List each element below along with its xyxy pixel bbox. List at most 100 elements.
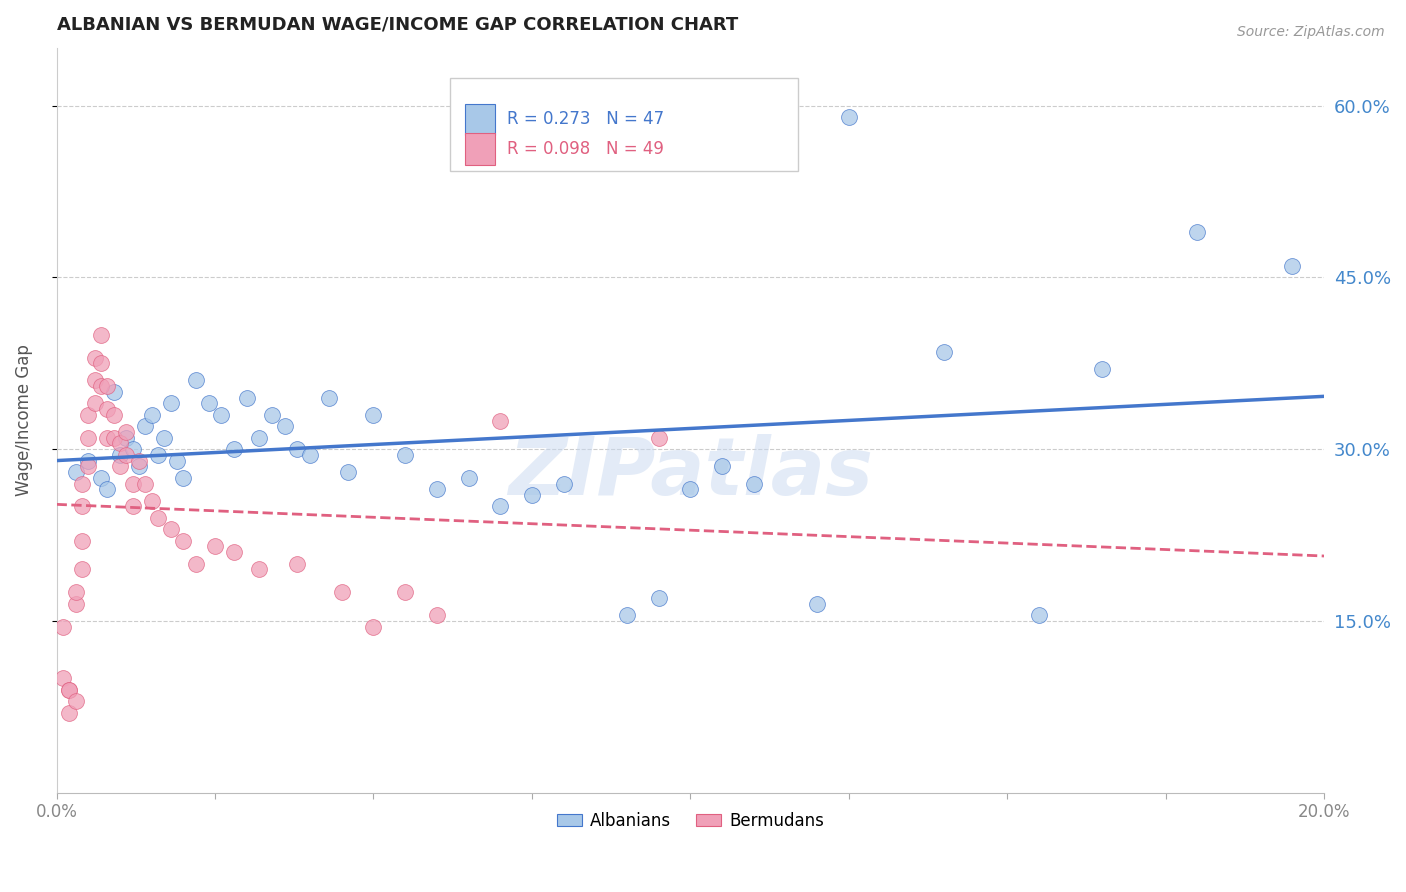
Point	[1281, 259, 1303, 273]
Point	[58, 682, 80, 697]
Point	[103, 431, 125, 445]
Text: Source: ZipAtlas.com: Source: ZipAtlas.com	[1237, 25, 1385, 39]
Point	[222, 545, 245, 559]
Point	[838, 110, 860, 124]
Point	[287, 557, 309, 571]
Point	[679, 482, 702, 496]
Point	[58, 706, 80, 720]
Point	[103, 384, 125, 399]
Point	[553, 476, 575, 491]
Point	[121, 476, 143, 491]
Point	[457, 471, 479, 485]
Text: R = 0.098   N = 49: R = 0.098 N = 49	[506, 140, 664, 158]
Point	[249, 562, 271, 576]
Point	[115, 425, 138, 439]
Point	[249, 431, 271, 445]
Point	[159, 396, 181, 410]
Point	[337, 465, 360, 479]
Point	[299, 448, 322, 462]
Point	[58, 682, 80, 697]
Point	[172, 533, 194, 548]
Point	[52, 671, 75, 685]
Point	[153, 431, 176, 445]
Point	[806, 597, 828, 611]
FancyBboxPatch shape	[465, 103, 495, 135]
Point	[159, 522, 181, 536]
Point	[318, 391, 340, 405]
Point	[90, 356, 112, 370]
Text: ZIPatlas: ZIPatlas	[508, 434, 873, 512]
Point	[274, 419, 297, 434]
Point	[121, 442, 143, 457]
Y-axis label: Wage/Income Gap: Wage/Income Gap	[15, 344, 32, 497]
Point	[90, 327, 112, 342]
FancyBboxPatch shape	[465, 133, 495, 164]
Point	[616, 608, 638, 623]
Point	[103, 408, 125, 422]
Point	[262, 408, 284, 422]
Point	[1028, 608, 1050, 623]
Point	[83, 396, 105, 410]
Point	[77, 431, 100, 445]
Point	[394, 448, 416, 462]
Point	[520, 488, 543, 502]
Point	[65, 694, 87, 708]
Point	[96, 402, 118, 417]
Point	[363, 408, 385, 422]
Point	[77, 459, 100, 474]
Point	[184, 557, 207, 571]
FancyBboxPatch shape	[450, 78, 799, 171]
Point	[197, 396, 219, 410]
Point	[222, 442, 245, 457]
Point	[134, 419, 156, 434]
Point	[90, 471, 112, 485]
Point	[65, 465, 87, 479]
Point	[141, 408, 163, 422]
Point	[330, 585, 353, 599]
Point	[77, 408, 100, 422]
Point	[121, 500, 143, 514]
Point	[204, 540, 226, 554]
Point	[96, 482, 118, 496]
Point	[70, 500, 93, 514]
Point	[146, 511, 169, 525]
Legend: Albanians, Bermudans: Albanians, Bermudans	[550, 805, 831, 837]
Point	[70, 476, 93, 491]
Point	[134, 476, 156, 491]
Point	[52, 620, 75, 634]
Point	[647, 431, 669, 445]
Point	[108, 436, 131, 450]
Point	[70, 533, 93, 548]
Point	[83, 374, 105, 388]
Point	[426, 482, 449, 496]
Point	[209, 408, 232, 422]
Point	[1091, 362, 1114, 376]
Point	[742, 476, 765, 491]
Point	[65, 585, 87, 599]
Point	[166, 453, 188, 467]
Point	[287, 442, 309, 457]
Point	[1187, 225, 1209, 239]
Point	[90, 379, 112, 393]
Point	[128, 459, 150, 474]
Point	[489, 413, 512, 427]
Point	[426, 608, 449, 623]
Point	[108, 459, 131, 474]
Point	[172, 471, 194, 485]
Point	[146, 448, 169, 462]
Point	[96, 379, 118, 393]
Point	[115, 448, 138, 462]
Point	[711, 459, 734, 474]
Point	[235, 391, 257, 405]
Point	[489, 500, 512, 514]
Point	[128, 453, 150, 467]
Point	[184, 374, 207, 388]
Point	[83, 351, 105, 365]
Point	[141, 493, 163, 508]
Point	[65, 597, 87, 611]
Text: ALBANIAN VS BERMUDAN WAGE/INCOME GAP CORRELATION CHART: ALBANIAN VS BERMUDAN WAGE/INCOME GAP COR…	[56, 15, 738, 33]
Point	[363, 620, 385, 634]
Point	[96, 431, 118, 445]
Point	[70, 562, 93, 576]
Point	[77, 453, 100, 467]
